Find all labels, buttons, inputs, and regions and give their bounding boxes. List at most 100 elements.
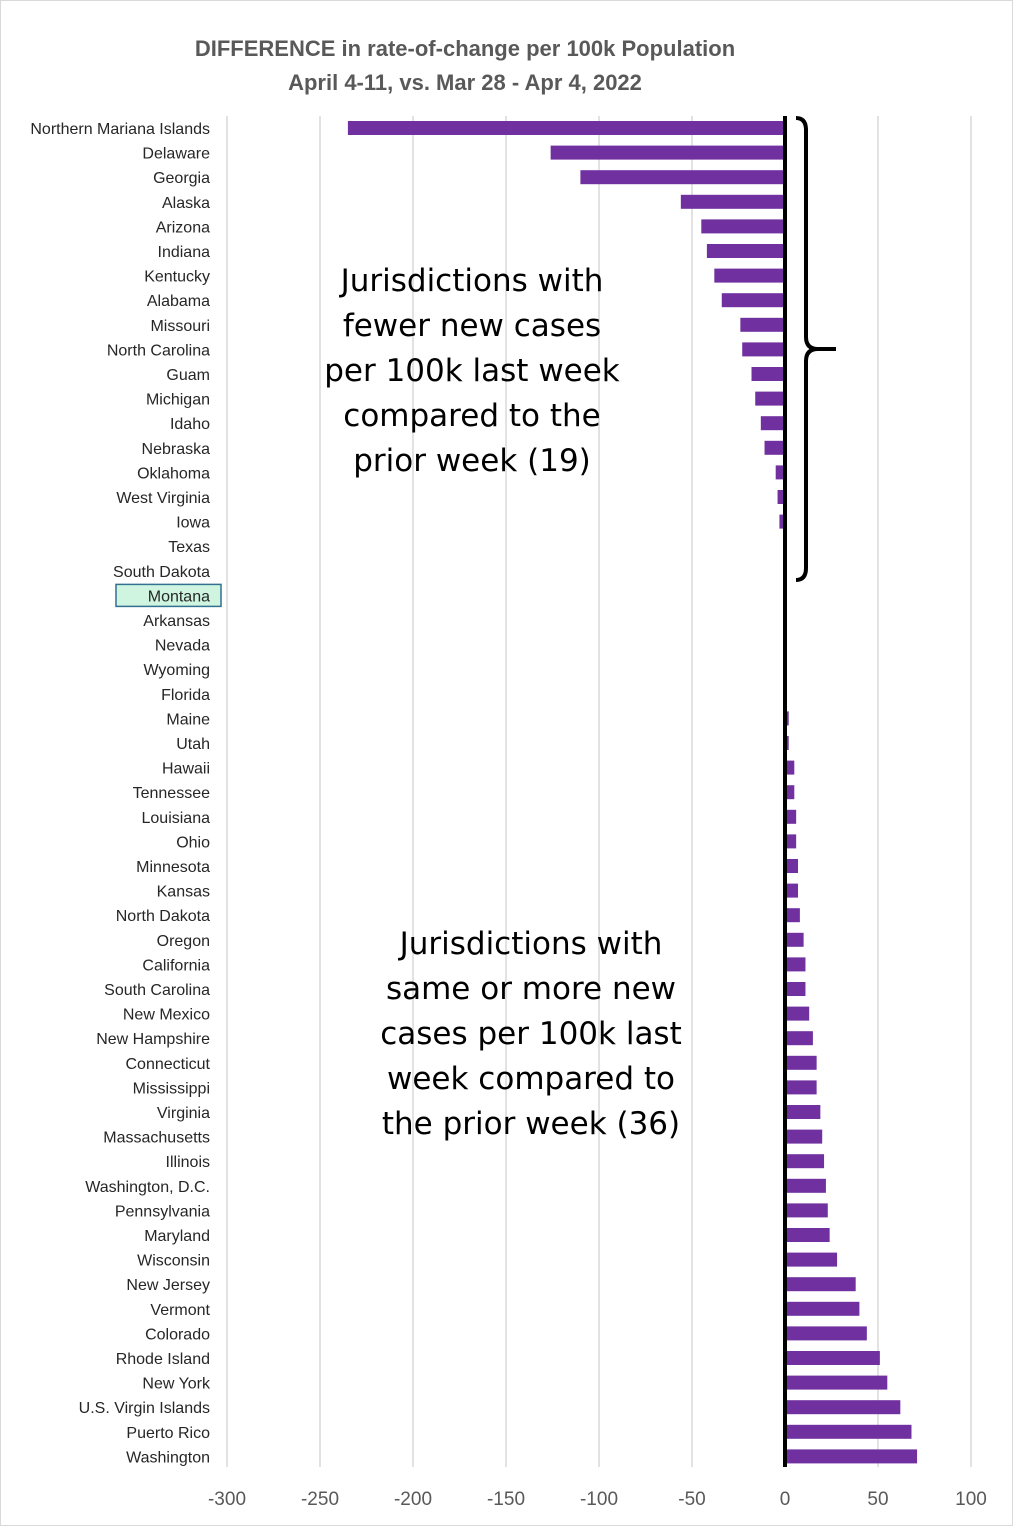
category-label: South Dakota [113,564,210,581]
category-label: Wyoming [143,662,210,679]
bar [785,957,806,972]
bar [785,1154,825,1169]
bar [785,1424,912,1439]
bar [785,1252,838,1267]
bar [785,834,797,849]
bar [785,1203,828,1218]
category-label: Massachusetts [103,1130,210,1147]
bar [785,809,797,824]
category-label: Puerto Rico [126,1425,210,1442]
bar [680,194,785,209]
category-label: Oklahoma [137,465,210,482]
annotation-line: the prior week (36) [382,1106,680,1142]
bar [777,490,785,504]
category-label: Louisiana [142,810,211,827]
annotation-line: compared to the [343,398,600,434]
bar [785,982,806,996]
category-label: Kentucky [144,269,210,286]
category-label: Florida [161,687,210,704]
gridlines [226,116,972,1467]
x-tick-label: 100 [955,1489,987,1510]
category-label: Tennessee [133,785,210,802]
x-tick-label: -300 [208,1489,246,1510]
annotations: Jurisdictions with fewer new cases per 100… [324,263,682,1142]
category-label: New Jersey [126,1277,210,1294]
annotation-line: cases per 100k last [380,1016,682,1052]
category-label: New Mexico [123,1007,210,1024]
category-label: Missouri [150,318,210,335]
bar [580,170,785,185]
category-label: Vermont [150,1302,210,1319]
category-label: Washington [126,1449,210,1466]
category-label: Indiana [158,244,211,261]
category-label: Michigan [146,392,210,409]
bar [714,268,785,283]
category-label: California [142,957,210,974]
category-label: Alabama [147,293,210,310]
chart-subtitle: April 4-11, vs. Mar 28 - Apr 4, 2022 [288,70,642,95]
bar [764,440,785,455]
bar [785,1055,817,1070]
category-label: Pennsylvania [115,1203,210,1220]
bar [550,145,785,160]
category-label: U.S. Virgin Islands [79,1400,210,1417]
category-label: Hawaii [162,761,210,778]
category-label: Virginia [157,1105,210,1122]
bar [701,219,785,234]
x-tick-label: 50 [867,1489,888,1510]
category-label: Montana [148,588,210,605]
bar [785,1277,856,1292]
category-label: New Hampshire [96,1031,210,1048]
bar [785,1006,810,1021]
category-label: Illinois [166,1154,210,1171]
category-label: North Dakota [116,908,210,925]
category-label: Ohio [176,834,210,851]
category-label: Minnesota [136,859,210,876]
category-label: Wisconsin [137,1253,210,1270]
x-tick-label: -200 [394,1489,432,1510]
bar [785,1326,867,1341]
bar [721,293,785,308]
category-label: Northern Mariana Islands [30,121,210,138]
bar [706,244,785,258]
category-label: Alaska [162,195,210,212]
bar [742,342,785,357]
x-tick-label: -250 [301,1489,339,1510]
bar [785,785,795,800]
category-label: Utah [176,736,210,753]
bar [785,908,800,923]
annotation-line: fewer new cases [343,308,601,344]
category-label: Arkansas [143,613,210,630]
bar [785,1129,823,1144]
annotation-line: Jurisdictions with [339,263,604,299]
annotation-line: per 100k last week [324,353,620,389]
bar [785,1105,821,1119]
bar [760,416,785,431]
x-tick-label: 0 [780,1489,791,1510]
category-label: Mississippi [133,1080,210,1097]
bar [785,932,804,947]
bar [785,1178,826,1193]
bar [785,1228,830,1242]
x-tick-labels: -300 -250 -200 -150 -100 -50 0 50 100 [208,1489,987,1510]
category-label: South Carolina [104,982,210,999]
bar [785,1031,813,1046]
category-label: Maryland [144,1228,210,1245]
bar [785,1351,880,1365]
bracket-brace [795,116,836,582]
category-label: Delaware [142,146,210,163]
bars [347,121,918,1464]
bar [755,391,785,406]
category-label: Nebraska [142,441,211,458]
category-label: Texas [168,539,210,556]
chart-title: DIFFERENCE in rate-of-change per 100k Po… [195,36,735,61]
bar [775,465,785,480]
bar [785,1400,901,1415]
bar [785,1301,860,1316]
category-labels: Northern Mariana Islands Delaware Georgia A… [30,121,222,1466]
bar [785,883,799,898]
category-label: Iowa [176,515,210,532]
annotation-line: Jurisdictions with [398,926,663,962]
category-label: Idaho [170,416,210,433]
